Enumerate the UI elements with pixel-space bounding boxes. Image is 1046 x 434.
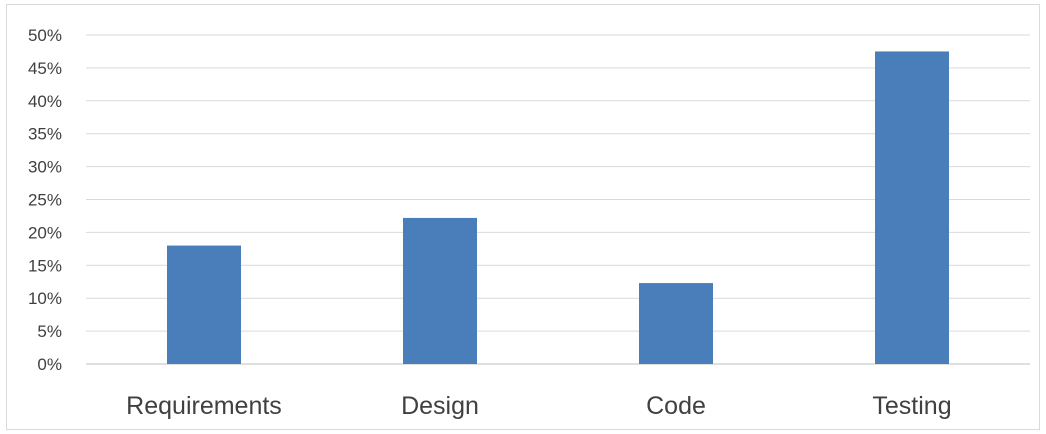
y-tick-label: 40% [28, 92, 62, 111]
y-tick-label: 20% [28, 223, 62, 242]
y-tick-label: 35% [28, 125, 62, 144]
x-category-label: Design [401, 392, 479, 420]
gridlines [86, 34, 1030, 365]
x-category-label: Testing [872, 392, 951, 420]
y-tick-label: 0% [37, 355, 62, 374]
x-axis-category-labels: Requirements Design Code Testing [126, 392, 951, 420]
y-tick-label: 25% [28, 191, 62, 210]
bars [167, 51, 949, 364]
y-tick-label: 15% [28, 256, 62, 275]
y-tick-label: 10% [28, 289, 62, 308]
bar-requirements [167, 245, 241, 364]
y-tick-label: 5% [37, 322, 62, 341]
x-category-label: Code [646, 392, 706, 420]
y-tick-label: 50% [28, 26, 62, 45]
y-tick-label: 45% [28, 59, 62, 78]
y-axis-tick-labels: 0% 5% 10% 15% 20% 25% 30% 35% 40% 45% 50% [28, 26, 62, 374]
bar-testing [875, 51, 949, 364]
y-tick-label: 30% [28, 158, 62, 177]
x-category-label: Requirements [126, 392, 282, 420]
bar-design [403, 217, 477, 364]
bar-code [639, 283, 713, 364]
